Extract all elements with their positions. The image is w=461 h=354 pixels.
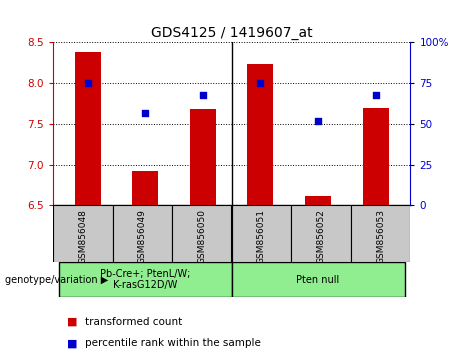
Text: genotype/variation ▶: genotype/variation ▶ [5, 275, 108, 285]
Point [84, 80, 91, 86]
Text: GSM856050: GSM856050 [197, 209, 207, 264]
Point [257, 80, 264, 86]
Bar [232, 262, 405, 297]
Bar [59, 262, 232, 297]
Text: ■: ■ [67, 317, 77, 327]
Point [314, 118, 322, 124]
Bar [305, 195, 331, 205]
Text: Pten null: Pten null [296, 275, 340, 285]
Text: Pb-Cre+; PtenL/W;
K-rasG12D/W: Pb-Cre+; PtenL/W; K-rasG12D/W [100, 269, 190, 291]
Title: GDS4125 / 1419607_at: GDS4125 / 1419607_at [151, 26, 313, 40]
Bar [190, 109, 216, 205]
Bar [132, 171, 158, 205]
Bar [248, 64, 273, 205]
Text: percentile rank within the sample: percentile rank within the sample [85, 338, 261, 348]
Bar [75, 52, 100, 205]
Text: GSM856053: GSM856053 [376, 209, 385, 264]
Text: GSM856048: GSM856048 [78, 209, 87, 264]
Bar [231, 205, 291, 262]
Text: GSM856051: GSM856051 [257, 209, 266, 264]
Point [199, 92, 207, 97]
Bar [363, 108, 389, 205]
Bar [291, 205, 351, 262]
Text: ■: ■ [67, 338, 77, 348]
Bar [351, 205, 410, 262]
Bar [53, 205, 112, 262]
Text: GSM856052: GSM856052 [316, 209, 325, 264]
Point [142, 110, 149, 115]
Bar [172, 205, 231, 262]
Bar [112, 205, 172, 262]
Point [372, 92, 379, 97]
Text: GSM856049: GSM856049 [138, 209, 147, 264]
Text: transformed count: transformed count [85, 317, 183, 327]
